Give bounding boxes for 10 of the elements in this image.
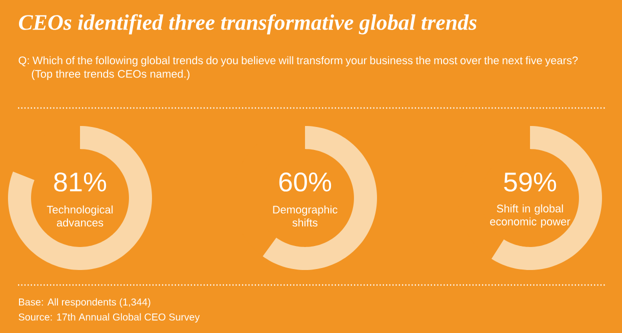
text: Q: Which of the following global trends do you believe will transform your business the most over the next five years? (Top three trends CEOs named.) xyxy=(18,56,578,80)
slice-label: Demographic shifts xyxy=(273,205,338,227)
text: Base: All respondents (1,344) xyxy=(19,298,150,308)
source-note: Source: 17th Annual Global CEO Survey xyxy=(18,313,200,323)
slice-label: Technological advances xyxy=(46,205,113,227)
data-label: 81% xyxy=(54,172,106,192)
slice-label: Shift in global economic power xyxy=(490,204,570,228)
data-label: 59% xyxy=(504,172,556,192)
text: CEOs identified three transformative global trends xyxy=(18,14,477,34)
data-label: 60% xyxy=(279,172,332,192)
